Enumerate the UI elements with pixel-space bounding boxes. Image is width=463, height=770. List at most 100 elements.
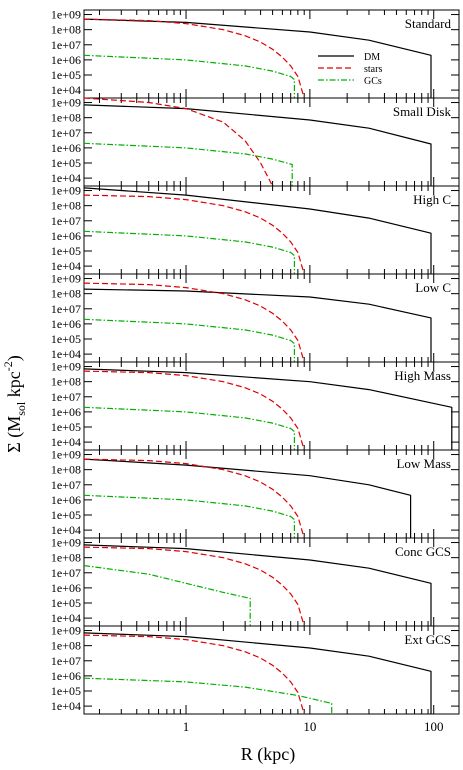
series-line-gcs <box>83 142 293 186</box>
y-tick-label: 1e+09 <box>51 360 81 374</box>
y-axis-label-main: Σ (M <box>4 416 25 453</box>
series-line-gcs <box>83 406 295 450</box>
y-tick-label: 1e+04 <box>51 611 81 625</box>
y-tick-label: 1e+06 <box>51 405 81 419</box>
x-tick-label: 100 <box>424 719 444 734</box>
panel-frame <box>83 625 460 715</box>
y-tick-label: 1e+05 <box>51 684 81 698</box>
y-tick-label: 1e+07 <box>51 654 81 668</box>
panel-label: Low C <box>415 280 451 295</box>
series-line-stars <box>83 458 305 539</box>
y-tick-label: 1e+06 <box>51 317 81 331</box>
series-line-stars <box>83 634 305 715</box>
x-tick-label: 10 <box>303 719 316 734</box>
y-tick-label: 1e+05 <box>51 508 81 522</box>
panel-label: Standard <box>405 16 452 31</box>
y-tick-label: 1e+09 <box>51 536 81 550</box>
series-line-stars <box>83 370 305 451</box>
y-tick-label: 1e+08 <box>51 23 81 37</box>
y-tick-label: 1e+04 <box>51 259 81 273</box>
y-tick-label: 1e+04 <box>51 699 81 713</box>
panel-frame <box>83 273 460 363</box>
y-axis-label-sup: -2 <box>1 361 15 371</box>
y-tick-label: 1e+08 <box>51 375 81 389</box>
y-axis-label-mid: kpc <box>4 371 24 402</box>
y-tick-label: 1e+08 <box>51 287 81 301</box>
x-axis-label: R (kpc) <box>241 744 295 765</box>
y-tick-label: 1e+06 <box>51 141 81 155</box>
y-tick-label: 1e+05 <box>51 596 81 610</box>
y-tick-label: 1e+05 <box>51 156 81 170</box>
series-line-dm <box>83 458 412 538</box>
legend-label-gcs: GCs <box>364 76 382 87</box>
y-tick-label: 1e+06 <box>51 669 81 683</box>
series-line-gcs <box>83 230 295 274</box>
series-line-stars <box>83 546 305 627</box>
x-tick-label: 1 <box>183 719 190 734</box>
y-tick-label: 1e+07 <box>51 214 81 228</box>
panel-label: Conc GCS <box>395 544 451 559</box>
series-line-gcs <box>83 494 295 538</box>
y-tick-label: 1e+04 <box>51 435 81 449</box>
y-tick-label: 1e+08 <box>51 463 81 477</box>
y-axis-label: Σ (Msol kpc-2) <box>1 355 28 453</box>
series-line-dm <box>83 104 432 186</box>
series-line-dm <box>83 187 432 274</box>
y-tick-label: 1e+05 <box>51 68 81 82</box>
series-line-dm <box>83 544 432 626</box>
y-tick-label: 1e+07 <box>51 38 81 52</box>
panel-frame <box>83 9 460 99</box>
legend-label-stars: stars <box>364 64 382 75</box>
y-tick-label: 1e+07 <box>51 566 81 580</box>
series-line-gcs <box>83 54 295 98</box>
panel-frame <box>83 185 460 275</box>
y-tick-label: 1e+09 <box>51 96 81 110</box>
y-tick-label: 1e+08 <box>51 551 81 565</box>
y-tick-label: 1e+07 <box>51 478 81 492</box>
panel-label: Low Mass <box>396 456 451 471</box>
series-line-dm <box>83 288 432 362</box>
y-tick-label: 1e+09 <box>51 8 81 22</box>
series-line-dm <box>83 368 453 450</box>
series-line-gcs <box>83 677 333 714</box>
y-tick-label: 1e+09 <box>51 624 81 638</box>
series-line-gcs <box>83 565 251 626</box>
panel-label: Ext GCS <box>404 632 451 647</box>
y-tick-label: 1e+09 <box>51 448 81 462</box>
legend-label-dm: DM <box>364 52 380 63</box>
series-line-dm <box>83 632 432 714</box>
y-tick-label: 1e+04 <box>51 347 81 361</box>
series-line-stars <box>83 18 305 99</box>
series-line-stars <box>83 194 305 275</box>
y-tick-label: 1e+07 <box>51 126 81 140</box>
y-tick-label: 1e+06 <box>51 493 81 507</box>
panel-label: High C <box>413 192 451 207</box>
y-tick-label: 1e+05 <box>51 420 81 434</box>
y-tick-label: 1e+06 <box>51 229 81 243</box>
y-axis-label-sub: sol <box>14 401 28 416</box>
x-axis-tick-labels: 1 10 100 <box>183 719 444 734</box>
y-tick-label: 1e+09 <box>51 184 81 198</box>
y-tick-label: 1e+08 <box>51 199 81 213</box>
series-line-gcs <box>83 318 295 362</box>
y-tick-label: 1e+06 <box>51 53 81 67</box>
y-tick-label: 1e+08 <box>51 111 81 125</box>
y-tick-label: 1e+08 <box>51 639 81 653</box>
panel-label: High Mass <box>394 368 451 383</box>
panel-label: Small Disk <box>393 104 452 119</box>
y-axis-label-end: ) <box>4 355 25 361</box>
y-tick-label: 1e+05 <box>51 244 81 258</box>
y-tick-label: 1e+05 <box>51 332 81 346</box>
y-tick-label: 1e+04 <box>51 523 81 537</box>
y-tick-label: 1e+04 <box>51 83 81 97</box>
y-tick-label: 1e+06 <box>51 581 81 595</box>
